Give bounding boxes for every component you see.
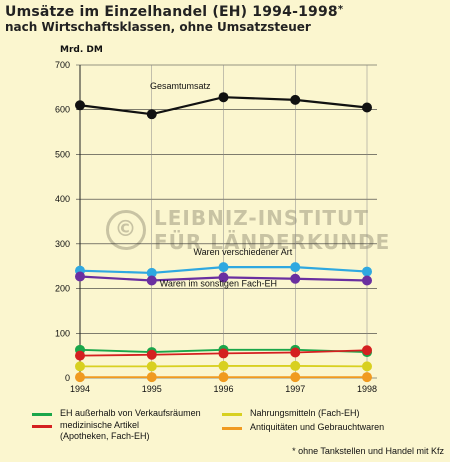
data-point xyxy=(290,360,301,371)
x-tick-label: 1995 xyxy=(142,384,162,394)
data-point xyxy=(75,361,85,372)
y-axis-label: Mrd. DM xyxy=(60,45,103,55)
x-tick-label: 1994 xyxy=(70,384,90,394)
legend-swatch xyxy=(32,425,52,428)
data-point xyxy=(146,372,157,383)
data-point xyxy=(218,348,229,359)
data-point xyxy=(218,360,229,371)
data-point xyxy=(362,266,372,277)
x-tick-label: 1996 xyxy=(213,384,233,394)
footnote: * ohne Tankstellen und Handel mit Kfz xyxy=(292,446,444,456)
data-point xyxy=(362,345,372,356)
data-point xyxy=(218,272,229,283)
series-annotation: Gesamtumsatz xyxy=(150,81,211,91)
legend-swatch xyxy=(222,427,242,430)
data-point xyxy=(362,361,372,372)
data-point xyxy=(362,372,372,383)
data-point xyxy=(75,350,85,361)
data-point xyxy=(218,372,229,383)
legend-label: Antiquitäten und Gebrauchtwaren xyxy=(250,422,385,432)
legend-item-eh-ausserhalb: EH außerhalb von Verkaufsräumen xyxy=(32,408,201,419)
data-point xyxy=(362,275,372,286)
chart-title: Umsätze im Einzelhandel (EH) 1994-1998* xyxy=(5,4,344,20)
y-tick-label: 0 xyxy=(65,373,70,383)
chart-subtitle: nach Wirtschaftsklassen, ohne Umsatzsteu… xyxy=(5,20,311,34)
data-point xyxy=(146,349,157,360)
legend-label: EH außerhalb von Verkaufsräumen xyxy=(60,408,201,418)
y-tick-label: 500 xyxy=(55,149,70,159)
series-annotation: Waren im sonstigen Fach-EH xyxy=(160,279,277,289)
data-point xyxy=(290,94,301,105)
watermark-line-2: FÜR LÄNDERKUNDE xyxy=(154,230,391,254)
legend-item-antiquitaeten: Antiquitäten und Gebrauchtwaren xyxy=(222,422,384,433)
x-tick-label: 1998 xyxy=(357,384,377,394)
copyright-icon: © xyxy=(106,210,146,250)
data-point xyxy=(146,361,157,372)
data-point xyxy=(75,100,85,111)
data-point xyxy=(290,372,301,383)
data-point xyxy=(290,347,301,358)
y-tick-label: 600 xyxy=(55,105,70,115)
x-tick-label: 1997 xyxy=(285,384,305,394)
y-tick-label: 100 xyxy=(55,328,70,338)
data-point xyxy=(218,262,229,273)
legend-item-medizinische-artikel: medizinische Artikel (Apotheken, Fach-EH… xyxy=(32,420,150,442)
data-point xyxy=(218,92,229,103)
data-point xyxy=(75,372,85,383)
legend-label: medizinische Artikel (Apotheken, Fach-EH… xyxy=(60,420,150,441)
y-tick-label: 400 xyxy=(55,194,70,204)
data-point xyxy=(290,262,301,273)
y-tick-label: 700 xyxy=(55,60,70,70)
y-tick-label: 200 xyxy=(55,284,70,294)
data-point xyxy=(146,109,157,120)
series-annotation: Waren verschiedener Art xyxy=(194,247,293,257)
data-point xyxy=(146,267,157,278)
legend-swatch xyxy=(32,413,52,416)
legend-item-nahrungsmitteln: Nahrungsmitteln (Fach-EH) xyxy=(222,408,360,419)
watermark: © LEIBNIZ-INSTITUT FÜR LÄNDERKUNDE xyxy=(106,206,390,254)
data-point xyxy=(290,273,301,284)
legend-swatch xyxy=(222,413,242,416)
legend-label: Nahrungsmitteln (Fach-EH) xyxy=(250,408,360,418)
data-point xyxy=(75,271,85,282)
watermark-line-1: LEIBNIZ-INSTITUT xyxy=(154,206,369,230)
y-tick-label: 300 xyxy=(55,239,70,249)
data-point xyxy=(146,275,157,286)
data-point xyxy=(362,102,372,113)
